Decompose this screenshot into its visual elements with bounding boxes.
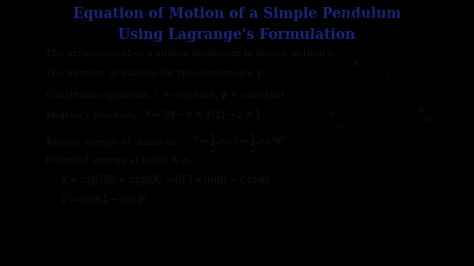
Text: Constraint equations, $l$ = constant, $\phi$ = constant: Constraint equations, $l$ = constant, $\… <box>45 88 286 102</box>
Bar <box>434 0 474 266</box>
Text: $V = mgl(1 - \cos\theta)$: $V = mgl(1 - \cos\theta)$ <box>45 193 148 207</box>
Bar <box>0 0 40 266</box>
Text: $l$: $l$ <box>386 73 391 84</box>
Circle shape <box>338 116 345 120</box>
Text: C: C <box>328 25 334 33</box>
Text: Kinetic energy of  mass m,     $T = \dfrac{1}{2}mv^2 = \dfrac{1}{2}ml^2\dot{\the: Kinetic energy of mass m, $T = \dfrac{1}… <box>45 132 286 155</box>
Text: The arrangement of a simple pendulum is shown in figure.: The arrangement of a simple pendulum is … <box>45 49 336 58</box>
Text: Rigid support: Rigid support <box>343 12 392 20</box>
Text: O: O <box>336 123 342 131</box>
Text: $\theta$: $\theta$ <box>353 58 360 69</box>
Text: A: A <box>417 107 423 115</box>
Text: Using Lagrange’s Formulation: Using Lagrange’s Formulation <box>118 28 356 42</box>
Circle shape <box>402 112 423 124</box>
Text: m: m <box>424 115 432 123</box>
Text: The number of masses for this system are 1.: The number of masses for this system are… <box>45 69 265 78</box>
Text: $V = mg(OB) = mg(OC - BC) = mg(l - l\cos\theta)$: $V = mg(OB) = mg(OC - BC) = mg(l - l\cos… <box>45 173 270 187</box>
Text: Equation of Motion of a Simple Pendulum: Equation of Motion of a Simple Pendulum <box>73 7 401 21</box>
Text: B: B <box>328 111 334 119</box>
Text: Potential energy at point A is,: Potential energy at point A is, <box>45 156 192 165</box>
Text: Degree’s freedom,   $f = 3N - k = 3(1) - 2 = 1$: Degree’s freedom, $f = 3N - k = 3(1) - 2… <box>45 108 262 122</box>
Bar <box>0 255 474 266</box>
